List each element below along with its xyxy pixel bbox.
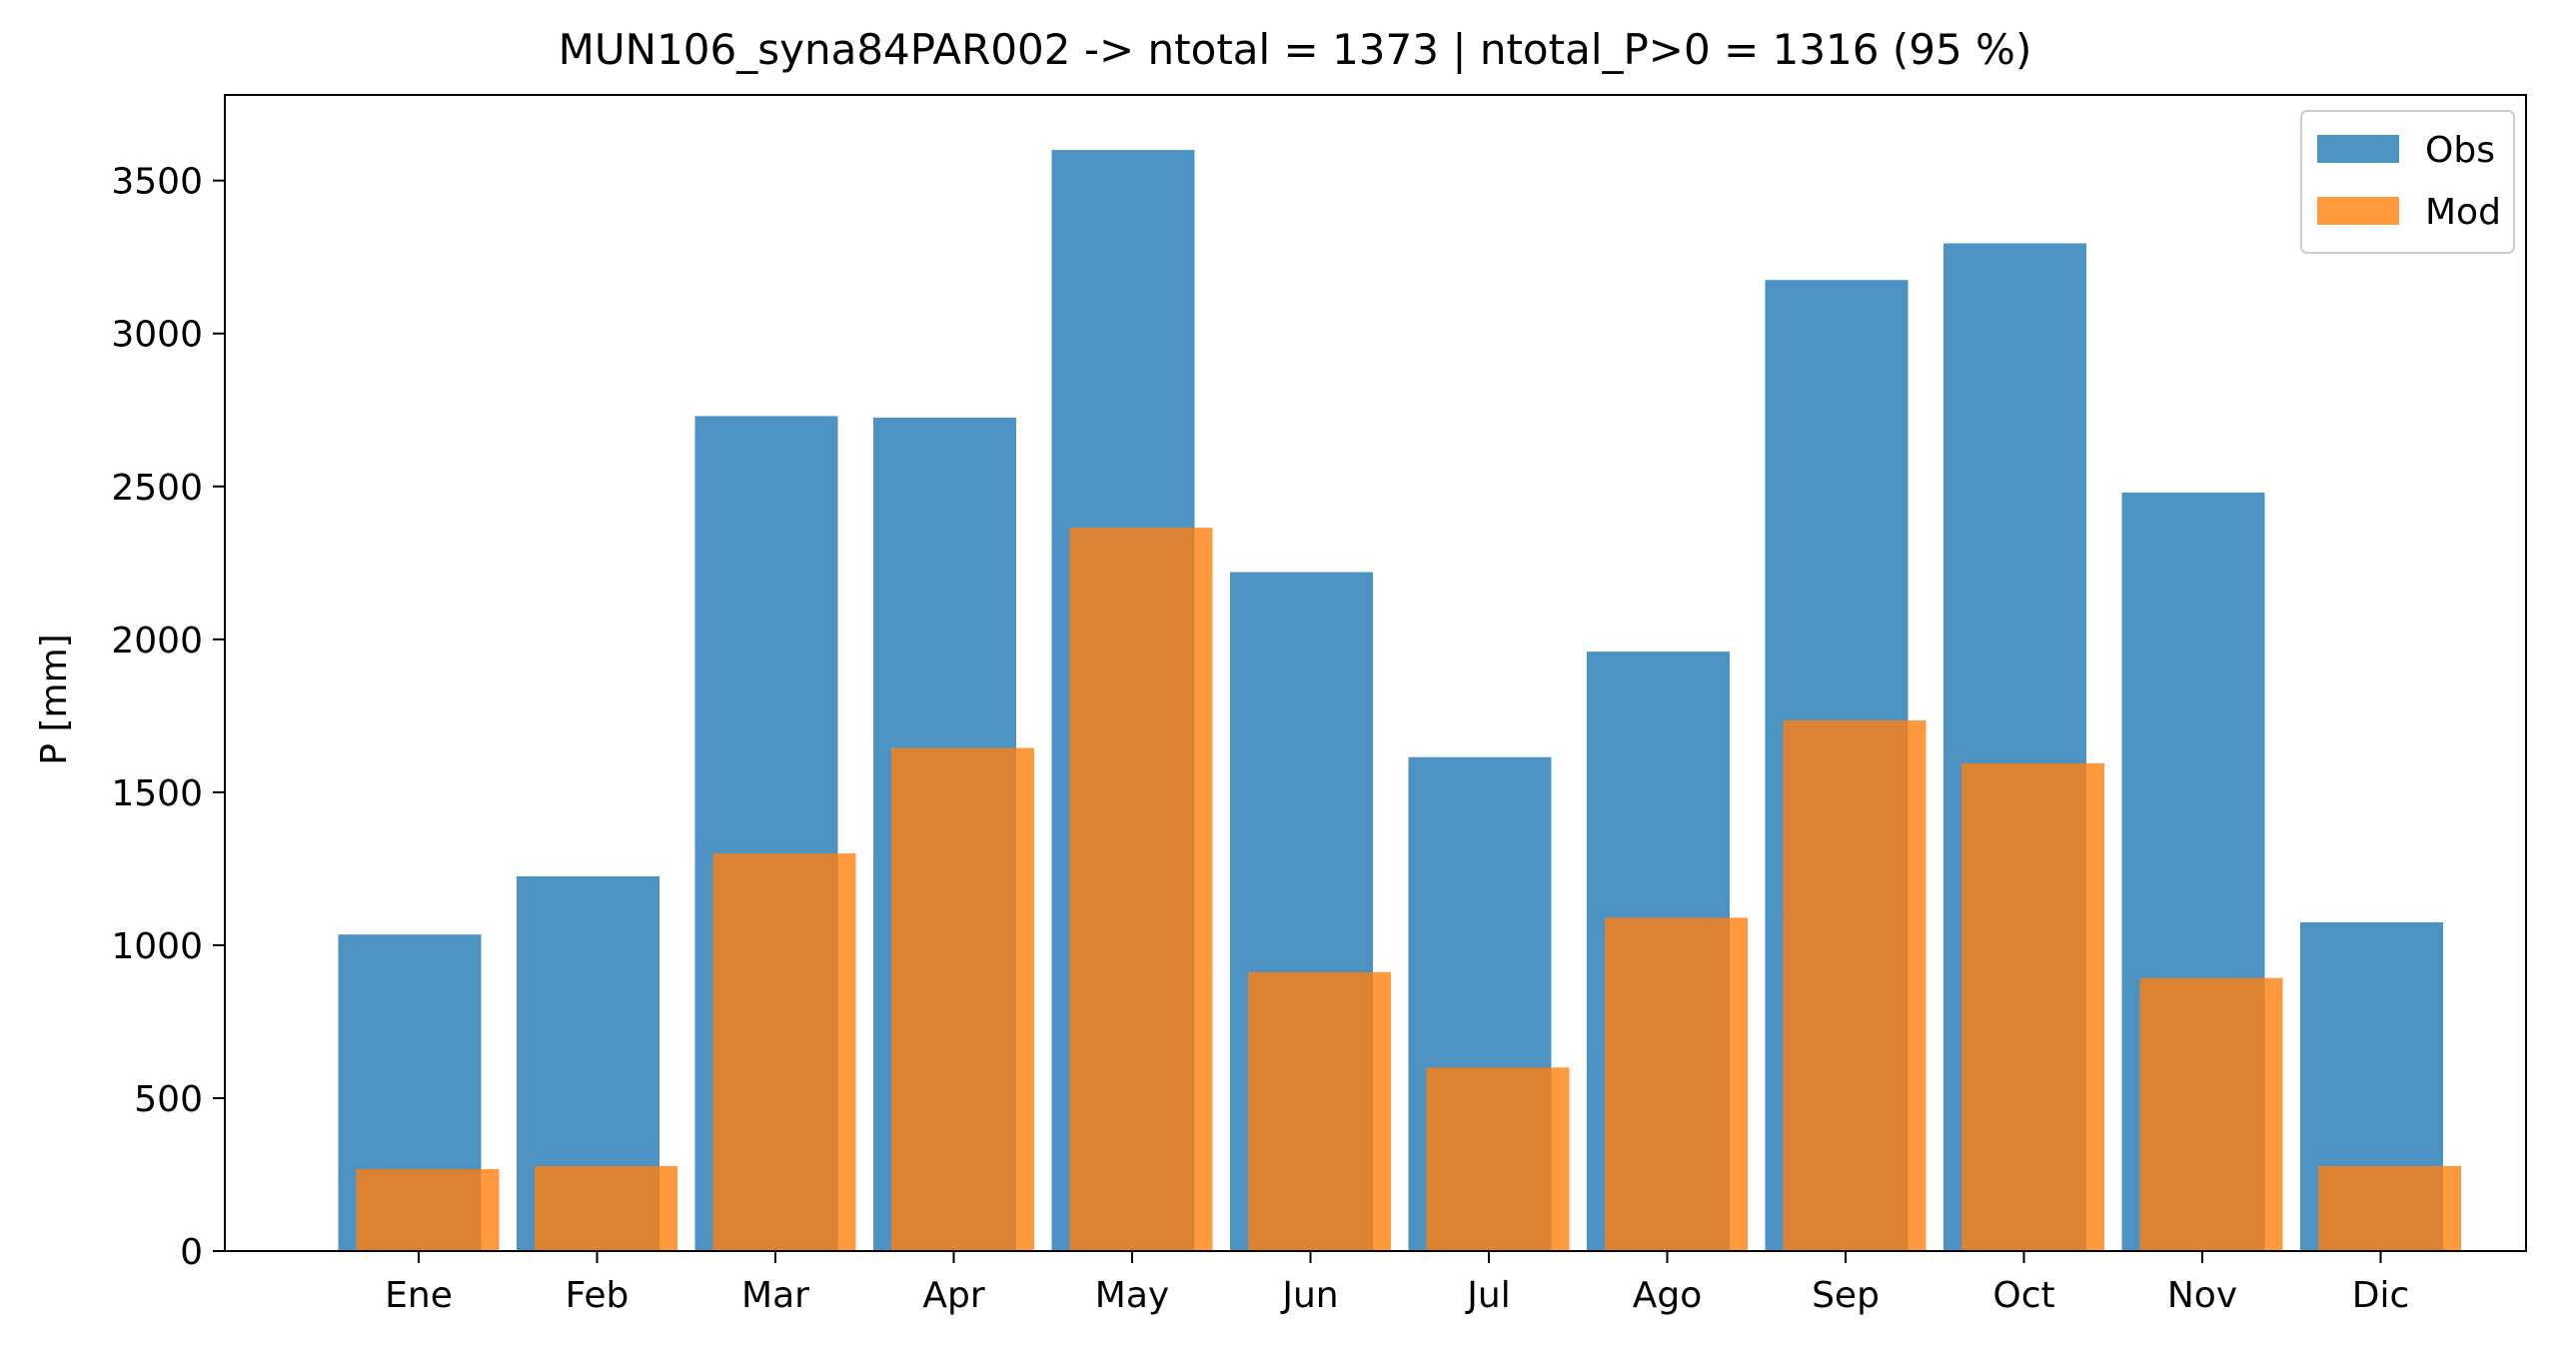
y-tick-label-1000: 1000 xyxy=(111,926,203,967)
x-tick-label-sep: Sep xyxy=(1812,1275,1880,1316)
legend-label-obs: Obs xyxy=(2425,130,2495,171)
x-tick-label-ago: Ago xyxy=(1633,1275,1703,1316)
x-tick-label-nov: Nov xyxy=(2167,1275,2237,1316)
y-tick-label-2500: 2500 xyxy=(111,468,203,509)
chart-title: MUN106_syna84PAR002 -> ntotal = 1373 | n… xyxy=(559,25,2032,74)
x-tick-label-mar: Mar xyxy=(741,1275,809,1316)
bar-mod-ago xyxy=(1605,917,1748,1251)
legend: Obs Mod xyxy=(2300,110,2515,254)
y-tick-label-1500: 1500 xyxy=(111,773,203,814)
legend-swatch-obs xyxy=(2317,135,2399,163)
x-tick-label-oct: Oct xyxy=(1992,1275,2054,1316)
bar-mod-nov xyxy=(2139,977,2283,1251)
x-tick-label-feb: Feb xyxy=(566,1275,630,1316)
y-tick-label-500: 500 xyxy=(134,1079,203,1120)
legend-label-mod: Mod xyxy=(2425,192,2501,233)
bar-mod-may xyxy=(1069,528,1213,1251)
x-tick-label-jun: Jun xyxy=(1280,1275,1338,1316)
bar-mod-jul xyxy=(1426,1067,1570,1251)
x-tick-label-dic: Dic xyxy=(2352,1275,2410,1316)
bar-mod-oct xyxy=(1961,762,2104,1251)
x-tick-label-jul: Jul xyxy=(1465,1275,1510,1316)
plot-bars xyxy=(338,150,2461,1252)
bar-mod-jun xyxy=(1248,971,1391,1251)
legend-swatch-mod xyxy=(2317,197,2399,225)
y-tick-label-3500: 3500 xyxy=(111,162,203,203)
y-tick-label-2000: 2000 xyxy=(111,621,203,662)
x-tick-label-ene: Ene xyxy=(385,1275,453,1316)
bar-mod-apr xyxy=(891,747,1034,1251)
y-tick-label-3000: 3000 xyxy=(111,315,203,356)
bar-mod-feb xyxy=(535,1165,677,1251)
plot-frame xyxy=(224,94,2527,1252)
y-tick-label-0: 0 xyxy=(180,1232,203,1273)
x-tick-label-may: May xyxy=(1095,1275,1169,1316)
x-tick-label-apr: Apr xyxy=(922,1275,984,1316)
y-axis-label: P [mm] xyxy=(34,634,75,764)
bar-mod-ene xyxy=(356,1169,500,1251)
bar-mod-dic xyxy=(2318,1165,2461,1251)
bar-mod-sep xyxy=(1783,719,1927,1251)
plot-axes: 0 500 1000 1500 2000 2500 3000 3500 Ene Feb Mar Apr… xyxy=(111,94,2527,1316)
bar-mod-mar xyxy=(712,853,856,1251)
